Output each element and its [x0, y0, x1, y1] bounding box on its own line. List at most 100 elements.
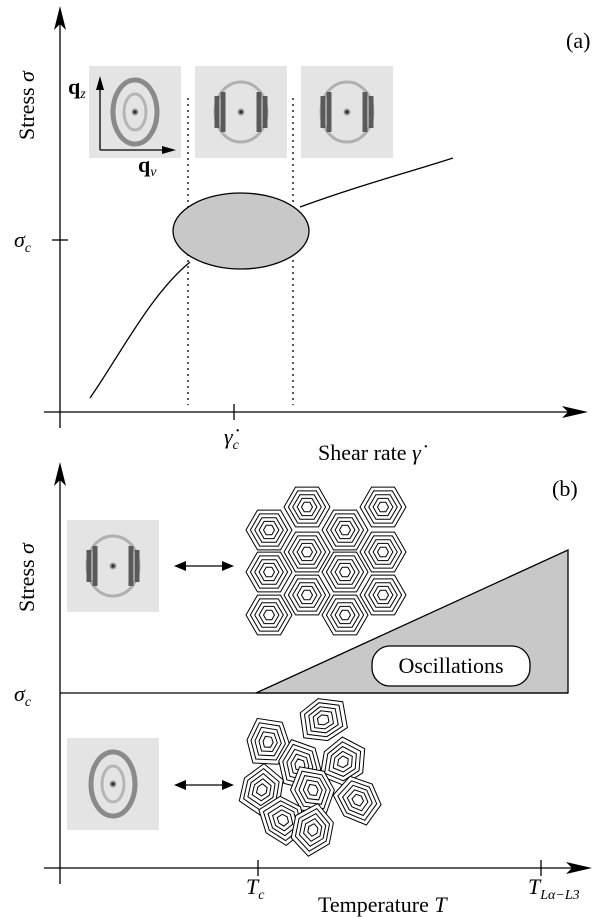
onion-layer — [341, 784, 373, 817]
onion-layer — [292, 539, 322, 565]
onion-layer — [334, 520, 356, 540]
onion-layer — [300, 589, 314, 601]
onion-layer — [376, 501, 390, 513]
onion-layer — [276, 813, 290, 827]
onion-layer — [372, 497, 394, 517]
onion-layer — [245, 509, 293, 551]
onion-layer — [300, 501, 314, 513]
scattering-image — [195, 66, 287, 158]
onion-layer — [262, 524, 276, 536]
arrowhead — [222, 561, 234, 571]
onion-layer — [359, 531, 407, 573]
onion-layer — [376, 589, 390, 601]
arrowhead — [162, 146, 176, 154]
flow-curve — [89, 261, 191, 399]
inset-axis-label: qv — [138, 152, 157, 180]
onion-layer — [292, 494, 322, 520]
onion-layer — [321, 551, 369, 593]
onion-layer — [296, 585, 318, 605]
onion-layer — [372, 542, 394, 562]
onion-layer — [262, 735, 274, 748]
x-tick-label: TLα−L3 — [528, 874, 580, 903]
onion-layer — [359, 574, 407, 616]
onion-layer — [307, 823, 319, 837]
label-box — [371, 645, 531, 687]
y-tick-label: σc — [14, 681, 32, 710]
arrowhead — [174, 780, 186, 790]
scattering-image — [67, 738, 159, 830]
x-tick-label: γ̇c — [224, 424, 240, 453]
onion-layer — [283, 574, 331, 616]
onion-layer — [296, 542, 318, 562]
onion-layer — [287, 578, 327, 612]
onion-layer — [334, 605, 356, 625]
onion-layer — [262, 609, 276, 621]
onion-layer — [338, 609, 352, 621]
onion-layer — [321, 594, 369, 636]
onion-layer — [298, 812, 327, 847]
onion-layer — [249, 555, 289, 589]
scattering-image — [89, 66, 181, 158]
onion-layer — [294, 770, 331, 810]
onion-layer — [307, 783, 319, 797]
scattering-image — [301, 66, 393, 158]
onion-layer — [262, 800, 303, 842]
onion-layer — [245, 594, 293, 636]
onion-layer — [325, 513, 365, 547]
arrowhead — [96, 76, 104, 90]
onion-layer — [363, 535, 403, 569]
scattering-image — [67, 520, 159, 612]
onion-layer — [332, 750, 353, 773]
onion-layer — [254, 559, 284, 585]
onion-layer — [334, 562, 356, 582]
onion-layer — [272, 809, 294, 832]
onion-layer — [324, 741, 362, 782]
onion-layer — [368, 539, 398, 565]
onion-layer — [363, 490, 403, 524]
onion-layer — [247, 772, 276, 807]
onion-layer — [287, 535, 327, 569]
arrowhead — [54, 462, 66, 486]
panel-label: (a) — [566, 28, 590, 53]
onion-layer — [262, 566, 276, 578]
onion-layer — [368, 494, 398, 520]
panel-b: (b) Stress σ σc Oscillations Tc TLα−L3 T… — [14, 462, 592, 917]
onion-layer — [337, 780, 378, 821]
onion-layer — [328, 745, 357, 777]
onion-layer — [308, 706, 339, 734]
panel-a: (a) Stress σ σc γ̇c Shear rate γ̇ qz qv — [14, 6, 590, 465]
x-axis-label: Shear rate γ̇ — [318, 440, 428, 465]
onion-layer — [363, 578, 403, 612]
flow-curve — [299, 157, 454, 208]
onion-layer — [376, 546, 390, 558]
arrowhead — [54, 6, 66, 30]
onion-layer — [346, 789, 369, 812]
onion-layer — [325, 555, 365, 589]
onion-layer — [294, 807, 331, 852]
arrowhead — [222, 780, 234, 790]
x-tick-label: Tc — [246, 874, 265, 903]
onion-layer — [254, 602, 284, 628]
onion-layer — [292, 582, 322, 608]
arrowhead — [562, 406, 588, 418]
onion-layer — [249, 598, 289, 632]
onion-layer — [283, 531, 331, 573]
onion-layer — [258, 562, 280, 582]
onion-layer — [249, 513, 289, 547]
onion-layer — [316, 714, 330, 726]
onion-layer — [338, 566, 352, 578]
onion-layer — [258, 731, 278, 753]
onion-layer — [267, 804, 298, 837]
onion-layer — [296, 497, 318, 517]
onion-layer — [330, 602, 360, 628]
onion-layer — [250, 722, 286, 761]
onion-layer — [368, 582, 398, 608]
onion-layer — [254, 517, 284, 543]
onion-layer — [287, 490, 327, 524]
onion-layer — [300, 546, 314, 558]
onion-layer — [302, 779, 323, 801]
onion-layer — [254, 726, 282, 757]
onion-layer — [283, 486, 331, 528]
arrowhead — [566, 862, 592, 874]
